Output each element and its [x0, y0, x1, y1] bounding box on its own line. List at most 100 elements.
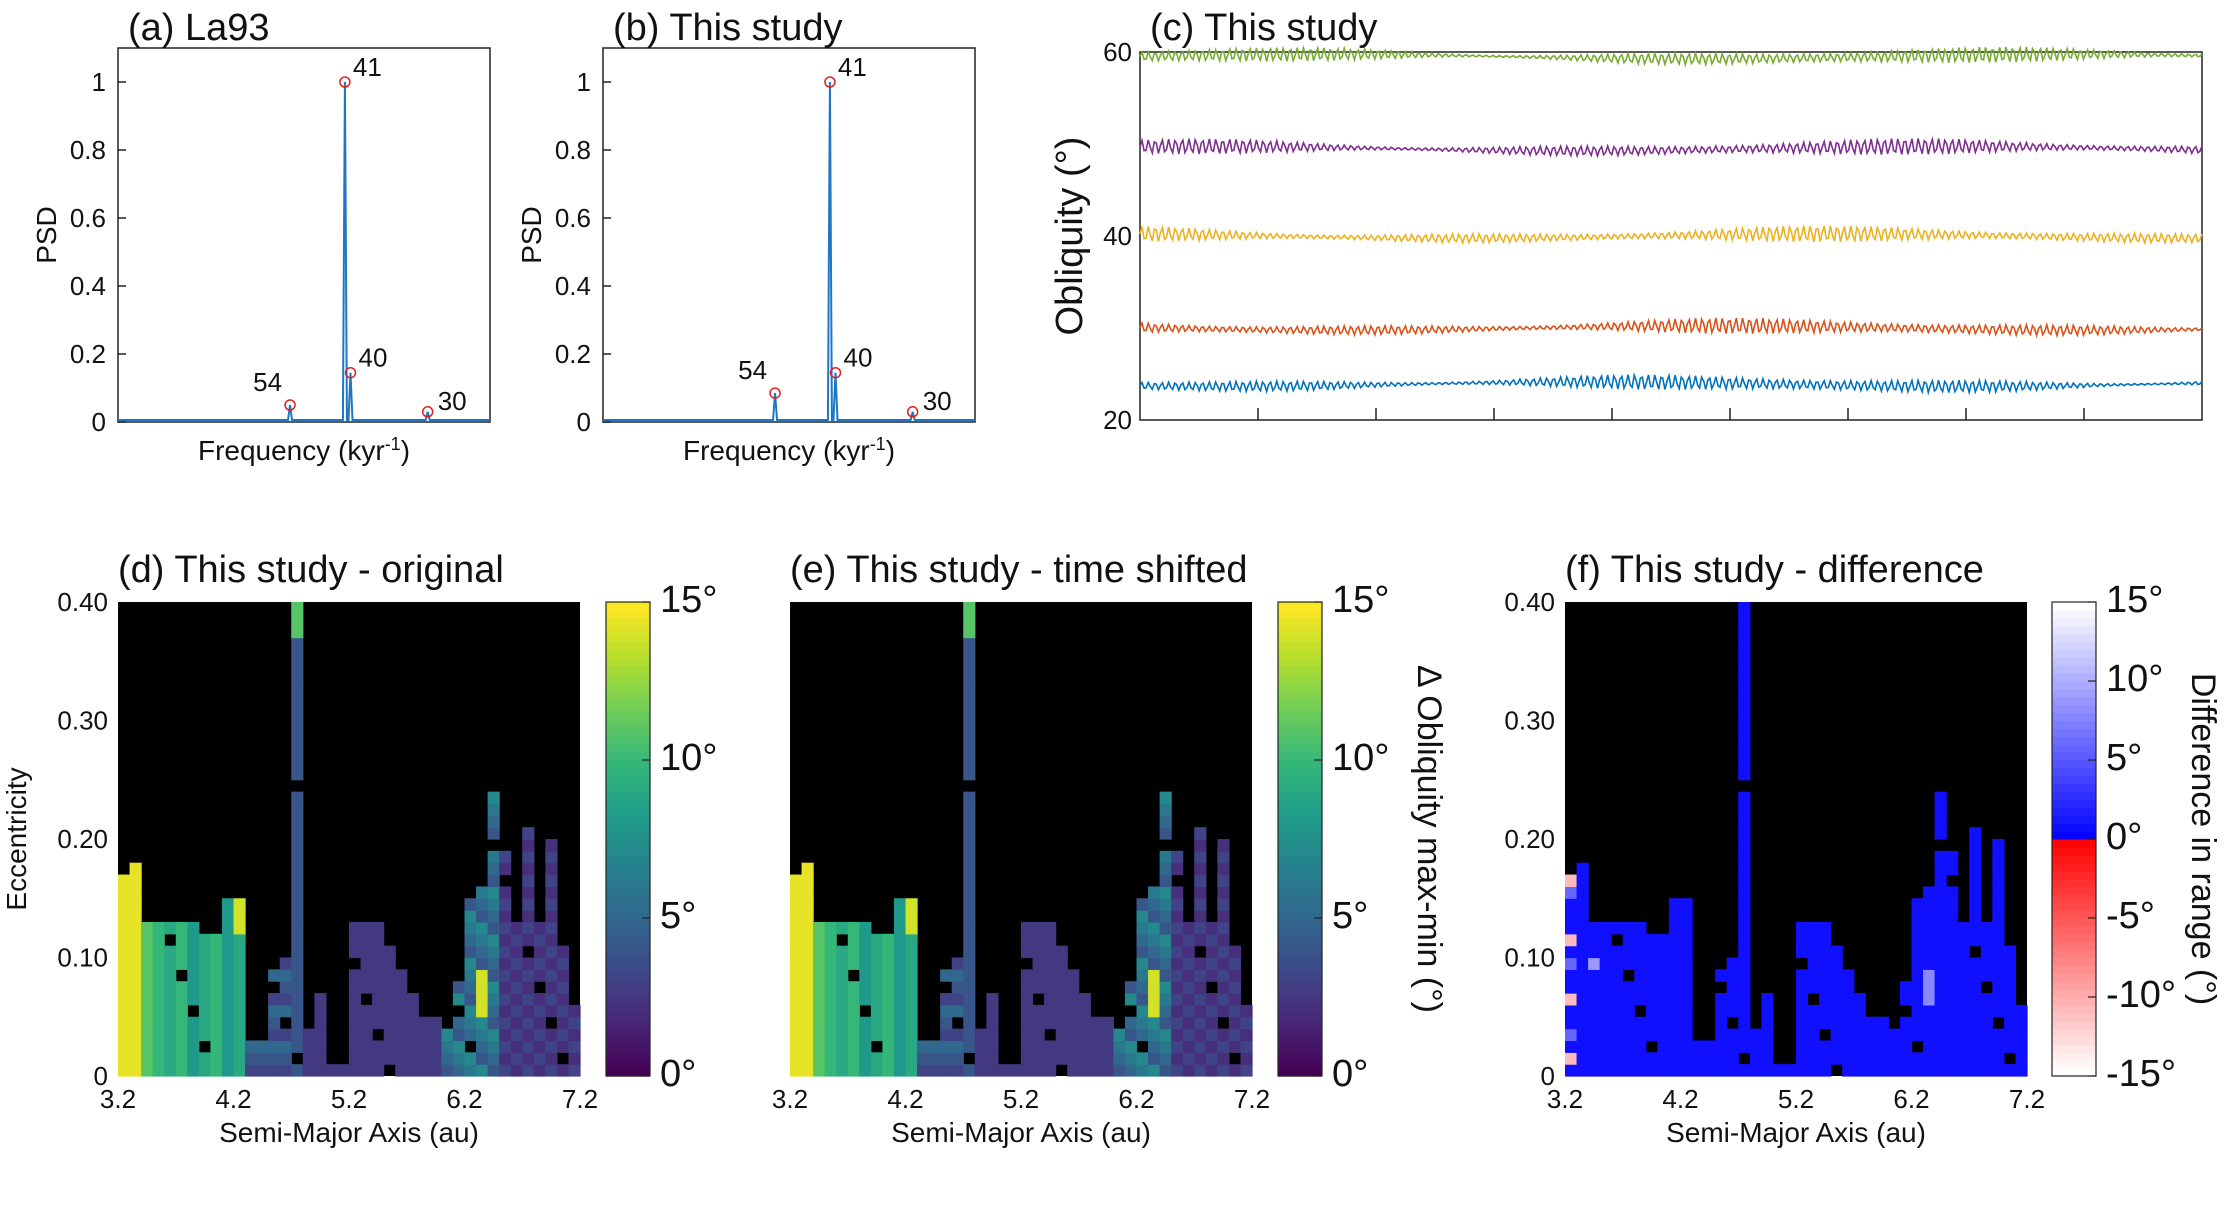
heatmap-cell [963, 933, 976, 947]
heatmap-cell [1205, 1028, 1218, 1042]
heatmap-cell [164, 1004, 177, 1018]
heatmap-cell [1159, 969, 1172, 982]
peak-label: 40 [359, 343, 388, 373]
colorbar-segment [1278, 673, 1322, 682]
heatmap-cell [1946, 886, 1959, 899]
heatmap-cell [152, 1052, 165, 1065]
heatmap-cell [522, 1004, 535, 1018]
heatmap-cell [510, 1028, 523, 1042]
colorbar-segment [606, 933, 650, 943]
heatmap-cell [464, 921, 477, 935]
heatmap-cell [1819, 993, 1832, 1006]
heatmap-cell [1159, 815, 1172, 828]
heatmap-cell [198, 1052, 211, 1065]
heatmap-cell [360, 981, 373, 994]
heatmap-cell [452, 981, 466, 994]
heatmap-cell [847, 957, 860, 970]
heatmap-cell [1923, 886, 1936, 899]
heatmap-cell [314, 1040, 327, 1053]
heatmap-cell [801, 886, 814, 899]
heatmap-cell [847, 933, 860, 947]
heatmap-cell [1634, 1028, 1647, 1042]
heatmap-cell [1980, 945, 1993, 959]
colorbar-segment [1278, 973, 1322, 982]
y-tick-label: 0.8 [555, 135, 591, 165]
heatmap-cell [1761, 993, 1774, 1006]
heatmap-cell [349, 969, 362, 982]
heatmap-cell [499, 1016, 512, 1030]
heatmap-cell [963, 673, 976, 686]
heatmap-cell [210, 993, 223, 1006]
heatmap-cell [1830, 945, 1843, 959]
heatmap-cell [1738, 850, 1751, 864]
heatmap-cell [824, 921, 837, 935]
heatmap-cell [917, 1064, 930, 1077]
heatmap-cell [905, 1016, 918, 1030]
heatmap-cell [187, 1040, 200, 1053]
heatmap-cell [118, 921, 131, 935]
heatmap-cell [187, 1064, 200, 1077]
heatmap-cell [464, 981, 477, 994]
heatmap-cell [1934, 1016, 1947, 1030]
heatmap-cell [1032, 1040, 1045, 1053]
heatmap-cell [141, 969, 154, 982]
heatmap-cell [1136, 1064, 1149, 1077]
heatmap-cell [1772, 1064, 1786, 1077]
colorbar-segment [2052, 633, 2096, 643]
heatmap-cell [859, 981, 872, 994]
heatmap-cell [836, 1004, 849, 1018]
heatmap-cell [476, 1052, 489, 1065]
colorbar-segment [606, 744, 650, 753]
colorbar-segment [606, 688, 650, 698]
colorbar-tick-label: 0° [1332, 1053, 1368, 1095]
y-axis-label: PSD [31, 206, 62, 264]
colorbar-label: Difference in range (°) [2184, 673, 2222, 1005]
colorbar-segment [606, 862, 650, 872]
heatmap-cell [1738, 862, 1751, 876]
heatmap-cell [1588, 933, 1601, 947]
heatmap-cell [1171, 850, 1184, 864]
heatmap-cell [164, 957, 177, 970]
colorbar-segment [606, 602, 650, 611]
heatmap-cell [859, 945, 872, 959]
heatmap-cell [1946, 957, 1959, 970]
heatmap-cell [1171, 957, 1184, 970]
heatmap-cell [533, 945, 546, 959]
heatmap-cell [1032, 933, 1045, 947]
heatmap-cell [556, 969, 570, 982]
heatmap-cell [221, 957, 235, 970]
heatmap-cell [1934, 969, 1947, 982]
heatmap-cell [1194, 850, 1207, 864]
heatmap-cell [1680, 910, 1693, 923]
heatmap-cell [1032, 1004, 1045, 1018]
y-tick-label: 0.20 [1504, 824, 1555, 854]
heatmap-cell [1194, 910, 1207, 923]
heatmap-cell [1668, 945, 1682, 959]
heatmap-cell [813, 1052, 826, 1065]
heatmap-cell [974, 1052, 987, 1065]
heatmap-cell [905, 1004, 918, 1018]
heatmap-cell [1148, 1028, 1161, 1042]
peak-label: 40 [844, 343, 873, 373]
colorbar-segment [1278, 1004, 1322, 1014]
colorbar-segment [1278, 902, 1322, 911]
heatmap-cell [372, 921, 385, 935]
heatmap-cell [545, 1004, 558, 1018]
heatmap-cell [198, 1016, 211, 1030]
heatmap-cell [1738, 921, 1751, 935]
heatmap-cell [1934, 815, 1947, 828]
colorbar-segment [606, 965, 650, 974]
heatmap-cell [1715, 993, 1728, 1006]
heatmap-cell [1159, 1016, 1172, 1030]
heatmap-cell [487, 921, 500, 935]
heatmap-cell [1680, 1064, 1693, 1077]
heatmap-cell [790, 1064, 803, 1077]
heatmap-cell [464, 933, 477, 947]
heatmap-cell [1807, 969, 1820, 982]
heatmap-cell [1148, 898, 1161, 911]
heatmap-cell [1749, 1052, 1762, 1065]
heatmap-cell [487, 945, 500, 959]
y-tick-label: 0.6 [555, 203, 591, 233]
heatmap-cell [383, 981, 396, 994]
